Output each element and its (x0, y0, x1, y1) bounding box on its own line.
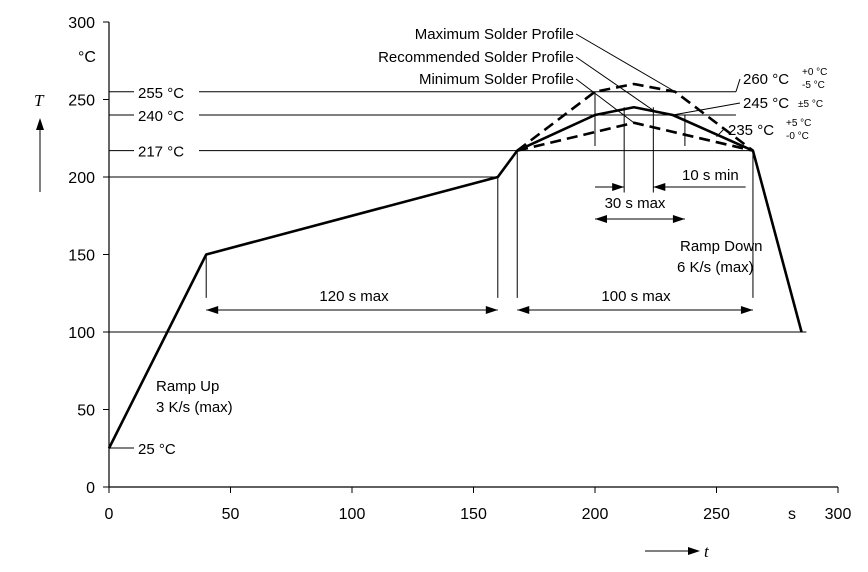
temp-label: 255 °C (138, 85, 184, 102)
rec-profile-leader (575, 56, 654, 111)
y-tick-label: 150 (68, 248, 95, 265)
series-line-recommended (107, 105, 803, 449)
y-unit-label: °C (78, 49, 96, 66)
series-line-maximum (516, 82, 754, 152)
y-axis-label: T (34, 91, 45, 110)
above-liquidus-time-label: 100 s max (601, 288, 671, 305)
peak-260-leader (735, 78, 741, 92)
peak-window-time-label: 30 s max (605, 195, 666, 212)
ramp-down-rate: 6 K/s (max) (677, 259, 754, 276)
ramp-up-rate: 3 K/s (max) (156, 399, 233, 416)
preheat-dimension-arrow-right (485, 306, 498, 314)
peak-hold-time-label: 10 s min (682, 167, 739, 184)
x-tick-label: 50 (222, 506, 240, 523)
y-tick-label: 50 (77, 403, 95, 420)
y-tick-label: 200 (68, 170, 95, 187)
x-tick-label: 300 (825, 506, 852, 523)
peak-260-tol-bottom: -5 °C (802, 80, 825, 91)
label-recommended-profile: Recommended Solder Profile (378, 49, 574, 66)
temperature-reference-lines: 255 °C 240 °C 217 °C (109, 85, 753, 161)
peak-window-dimension-arrow-right (672, 215, 685, 223)
preheat-time-label: 120 s max (319, 288, 389, 305)
x-tick-label: 200 (582, 506, 609, 523)
label-max-profile: Maximum Solder Profile (415, 26, 574, 43)
max-profile-leader (575, 33, 676, 93)
peak-245-tol: ±5 °C (798, 99, 823, 110)
start-temp-label: 25 °C (138, 441, 176, 458)
peak-235-label: 235 °C (728, 122, 774, 139)
hold-arrow-right (653, 183, 666, 191)
ramp-up-label: Ramp Up (156, 378, 219, 395)
dimension-lines (109, 33, 807, 333)
x-tick-label: 250 (703, 506, 730, 523)
ramp-down-label: Ramp Down (680, 238, 763, 255)
temp-label: 217 °C (138, 144, 184, 161)
profile-series (107, 82, 803, 449)
peak-window-dimension-arrow-left (595, 215, 607, 223)
x-axis-arrowhead (688, 547, 700, 555)
y-axis-arrowhead (36, 118, 44, 130)
y-tick-label: 250 (68, 93, 95, 110)
x-unit-label: s (788, 506, 796, 523)
temp-label: 240 °C (138, 108, 184, 125)
axis-ticks: 0 50 100 150 200 250 300 0 50 100 150 200 250 300 (68, 15, 851, 523)
peak-245-label: 245 °C (743, 95, 789, 112)
liquidus-dimension-arrow-left (517, 306, 530, 314)
y-tick-label: 0 (86, 480, 95, 497)
peak-245-leader (672, 102, 741, 116)
y-tick-label: 100 (68, 325, 95, 342)
peak-260-tol-top: +0 °C (802, 67, 827, 78)
peak-235-tol-bottom: -0 °C (786, 131, 809, 142)
x-tick-label: 100 (339, 506, 366, 523)
peak-260-label: 260 °C (743, 71, 789, 88)
peak-235-tol-top: +5 °C (786, 118, 811, 129)
series-line-minimum (516, 121, 754, 152)
x-axis-label: t (704, 542, 710, 561)
preheat-dimension-arrow-left (206, 306, 219, 314)
y-tick-label: 300 (68, 15, 95, 32)
hold-arrow-left (612, 183, 625, 191)
x-tick-label: 150 (460, 506, 487, 523)
liquidus-dimension-arrow-right (740, 306, 753, 314)
label-min-profile: Minimum Solder Profile (419, 71, 574, 88)
x-tick-label: 0 (105, 506, 114, 523)
